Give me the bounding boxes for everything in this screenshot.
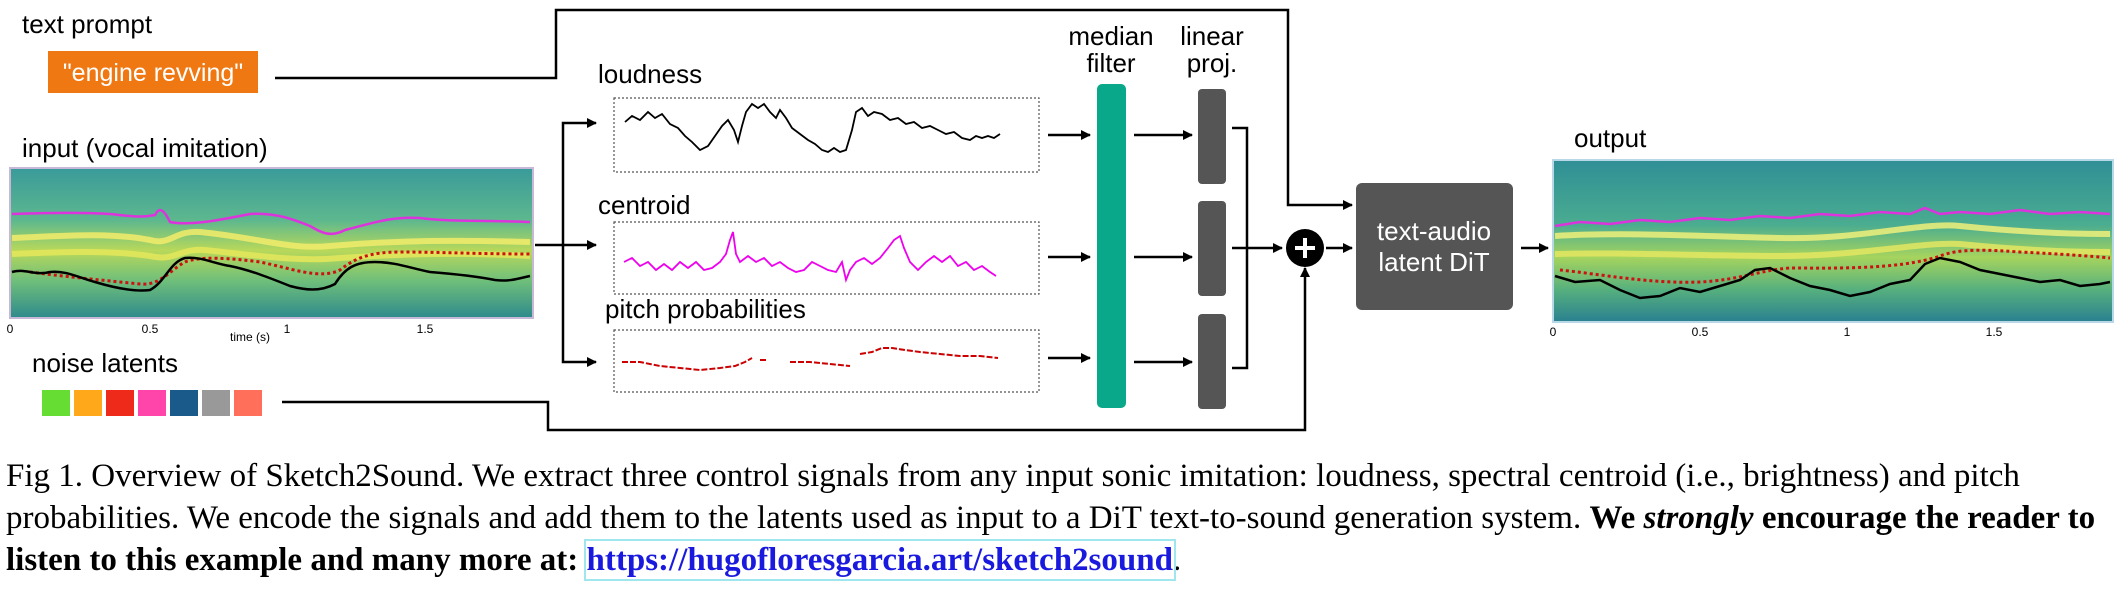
loudness-plot-box (613, 97, 1040, 173)
dit-block (1356, 183, 1513, 310)
caption-text: Fig 1. Overview of Sketch2Sound. We extr… (6, 458, 2020, 536)
noise-connector (282, 267, 1310, 432)
input-tick-1-5: 1.5 (417, 322, 434, 336)
pitch-trace (622, 347, 999, 372)
noise-latent-square (74, 390, 102, 416)
output-centroid-line (1554, 206, 2111, 228)
noise-latent-square (42, 390, 70, 416)
output-label: output (1574, 123, 1647, 153)
output-loudness-line (1554, 256, 2111, 300)
caption-end: . (1172, 542, 1182, 578)
noise-latent-square (106, 390, 134, 416)
input-loudness-line (11, 256, 531, 292)
input-tick-1: 1 (284, 322, 291, 336)
caption-emphasis-2: encourage the reader to listen to this e… (6, 500, 2096, 578)
linear-proj-3 (1198, 314, 1226, 409)
input-label: input (vocal imitation) (22, 133, 268, 163)
pitch-plot-box (613, 329, 1040, 393)
noise-latent-square (170, 390, 198, 416)
input-tick-0: 0 (7, 322, 14, 336)
centroid-plot-box (613, 221, 1040, 295)
noise-latent-square (202, 390, 230, 416)
output-yellow-band-2 (1554, 240, 2111, 260)
noise-latent-square (138, 390, 166, 416)
text-prompt-label: text prompt (22, 9, 153, 39)
centroid-trace (623, 231, 997, 284)
input-x-axis-label: time (s) (230, 330, 270, 344)
centroid-label: centroid (598, 190, 691, 220)
median-filter-bar (1097, 84, 1126, 408)
output-spectrogram (1552, 159, 2114, 323)
input-yellow-band-2 (11, 246, 531, 263)
input-yellow-band-1 (11, 228, 531, 250)
linear-proj-label-line1: linear (1180, 21, 1244, 51)
output-pitch-line (1559, 248, 2111, 284)
output-yellow-band-1 (1554, 222, 2111, 242)
dit-label-line1: text-audio (1377, 216, 1491, 246)
output-tick-1: 1 (1844, 325, 1851, 339)
pipeline-figure: text prompt "engine revving" input (voca… (7, 8, 2114, 432)
output-tick-1-5: 1.5 (1986, 325, 2003, 339)
noise-latent-squares (42, 390, 262, 416)
input-pitch-line (29, 250, 531, 286)
plus-icon (1286, 229, 1324, 267)
split-to-pitch-arrow (561, 245, 597, 367)
input-spectrogram (9, 167, 534, 319)
loudness-trace (624, 102, 1001, 153)
prompt-box (48, 51, 258, 93)
noise-latent-square (234, 390, 262, 416)
proj-3-to-sum (1232, 248, 1249, 370)
output-tick-0-5: 0.5 (1692, 325, 1709, 339)
caption-emphasis-1: We (1589, 500, 1644, 536)
linear-proj-1 (1198, 89, 1226, 184)
output-tick-0: 0 (1550, 325, 1557, 339)
linear-proj-2 (1198, 201, 1226, 296)
dit-label-line2: latent DiT (1378, 247, 1489, 277)
pitch-label: pitch probabilities (605, 294, 806, 324)
caption-emphasis-italic: strongly (1643, 500, 1754, 536)
linear-proj-label-line2: proj. (1187, 48, 1238, 78)
median-filter-label-line2: filter (1086, 48, 1135, 78)
split-to-loudness-arrow (561, 118, 597, 245)
loudness-label: loudness (598, 59, 702, 89)
proj-1-to-sum (1232, 126, 1249, 248)
input-centroid-line (11, 208, 531, 236)
noise-latents-label: noise latents (32, 348, 178, 378)
prompt-text: "engine revving" (63, 59, 243, 87)
sketch2sound-link[interactable]: https://hugofloresgarcia.art/sketch2soun… (583, 539, 1176, 581)
median-filter-label-line1: median (1068, 21, 1153, 51)
input-tick-0-5: 0.5 (142, 322, 159, 336)
figure-caption: Fig 1. Overview of Sketch2Sound. We extr… (6, 455, 2122, 581)
prompt-connector (275, 8, 1353, 210)
